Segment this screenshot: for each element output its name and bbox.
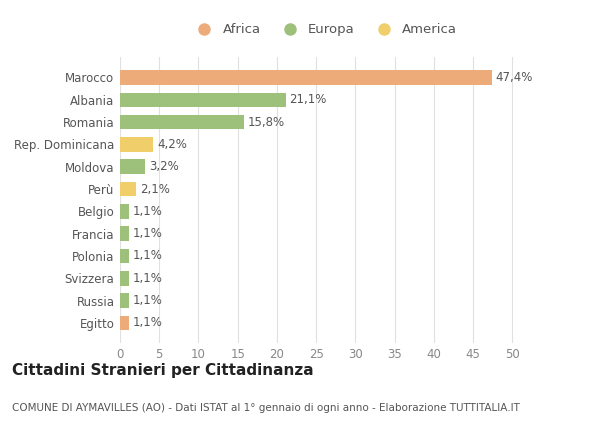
Text: 2,1%: 2,1% (140, 183, 170, 195)
Text: 3,2%: 3,2% (149, 160, 179, 173)
Bar (120, 182, 136, 196)
Text: Cittadini Stranieri per Cittadinanza: Cittadini Stranieri per Cittadinanza (12, 363, 314, 378)
Bar (120, 249, 128, 263)
Bar (120, 70, 492, 85)
Text: 21,1%: 21,1% (289, 93, 327, 106)
Bar (120, 315, 128, 330)
Text: 15,8%: 15,8% (248, 116, 285, 128)
Legend: Africa, Europa, America: Africa, Europa, America (185, 18, 463, 42)
Text: 1,1%: 1,1% (133, 205, 163, 218)
Text: 47,4%: 47,4% (496, 71, 533, 84)
Bar (120, 159, 145, 174)
Bar (120, 204, 128, 219)
Bar (120, 137, 153, 152)
Text: 1,1%: 1,1% (133, 272, 163, 285)
Text: COMUNE DI AYMAVILLES (AO) - Dati ISTAT al 1° gennaio di ogni anno - Elaborazione: COMUNE DI AYMAVILLES (AO) - Dati ISTAT a… (12, 403, 520, 413)
Text: 4,2%: 4,2% (157, 138, 187, 151)
Text: 1,1%: 1,1% (133, 227, 163, 240)
Text: 1,1%: 1,1% (133, 316, 163, 330)
Text: 1,1%: 1,1% (133, 294, 163, 307)
Bar (120, 115, 244, 129)
Bar (120, 227, 128, 241)
Bar (120, 92, 286, 107)
Bar (120, 271, 128, 286)
Text: 1,1%: 1,1% (133, 249, 163, 263)
Bar (120, 293, 128, 308)
